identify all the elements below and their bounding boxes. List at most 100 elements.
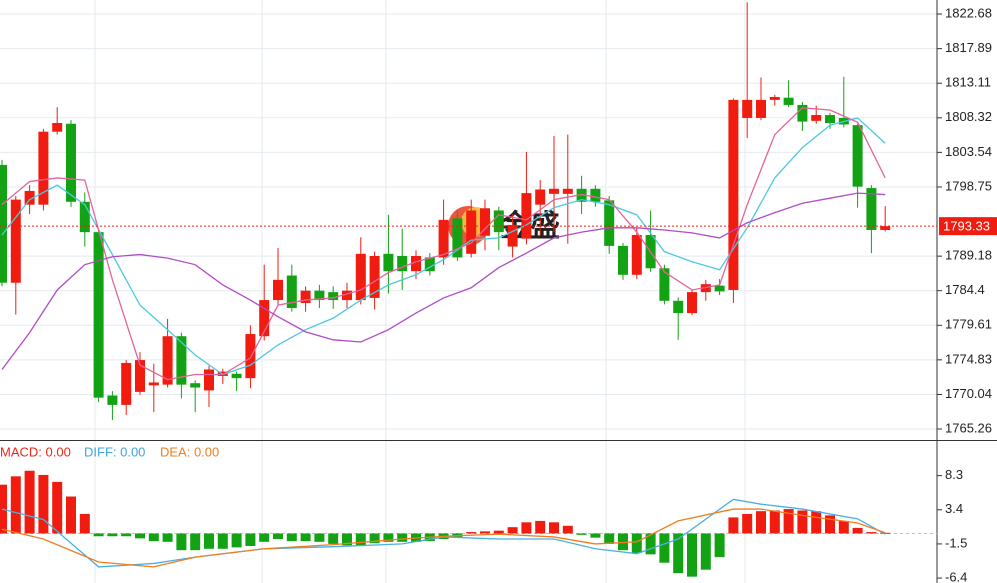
candle-body [342, 290, 352, 301]
macd-bar [204, 533, 214, 549]
macd-bar [342, 533, 352, 546]
macd-bar [259, 533, 270, 542]
macd-bar [314, 533, 325, 542]
candle-body [825, 115, 835, 124]
macd-bar [769, 510, 780, 534]
macd-bar [866, 532, 877, 534]
candle-body [714, 285, 725, 292]
macd-bar [135, 533, 145, 539]
candle-body [190, 383, 201, 388]
moving-average [1, 107, 886, 381]
macd-bar [355, 533, 366, 546]
candle-body [300, 290, 311, 303]
current-price-label: 1793.33 [943, 219, 990, 234]
macd-bar [383, 533, 394, 542]
candle-body [742, 99, 753, 118]
macd-bar [107, 533, 118, 537]
candle-body [866, 188, 877, 230]
macd-bar [700, 533, 711, 570]
candle-body [673, 300, 684, 314]
macd-bar [190, 533, 201, 551]
macd-label: MACD: 0.00 [0, 444, 71, 459]
candle-body [687, 292, 697, 314]
macd-bar [659, 533, 670, 563]
candle-body [0, 164, 7, 283]
macd-bar [687, 533, 697, 577]
candle-body [783, 97, 794, 105]
macd-bar [618, 533, 628, 551]
candle-body [93, 232, 104, 398]
macd-bar [397, 533, 408, 542]
candle-body [411, 255, 421, 272]
y-tick-label: 1817.89 [945, 40, 992, 55]
macd-bar [79, 513, 90, 534]
candle-body [135, 360, 145, 392]
macd-bar [714, 533, 725, 558]
macd-bar [604, 533, 615, 544]
macd-bar [576, 533, 587, 535]
macd-bar [66, 496, 76, 534]
macd-bar [535, 520, 546, 534]
candle-body [576, 188, 587, 202]
macd-bar [245, 533, 256, 547]
candle-body [604, 200, 615, 246]
macd-bar [24, 470, 35, 534]
macd-bar [825, 515, 835, 534]
macd-bar [176, 533, 187, 551]
candle-body [245, 334, 256, 379]
candle-body [107, 395, 118, 405]
candle-body [438, 219, 449, 258]
y-tick-label: 1774.83 [945, 351, 992, 366]
candle-body [231, 373, 242, 379]
candle-body [880, 226, 891, 230]
candle-body [38, 131, 49, 205]
macd-bar [93, 533, 104, 537]
macd-bar [493, 530, 504, 534]
candle-body [797, 104, 808, 122]
macd-bar [756, 511, 766, 534]
y-tick-label: 3.4 [945, 501, 963, 516]
candle-body [383, 253, 394, 272]
macd-bar [590, 533, 601, 538]
y-tick-label: 1798.75 [945, 178, 992, 193]
macd-bar [217, 533, 228, 549]
y-tick-label: 1779.61 [945, 317, 992, 332]
candle-body [811, 115, 822, 121]
macd-bar [797, 510, 808, 534]
macd-bar [231, 533, 242, 548]
macd-bar [742, 513, 753, 534]
candle-body [590, 188, 601, 202]
candle-body [259, 300, 270, 337]
macd-bar [369, 533, 380, 544]
macd-bar [880, 532, 891, 534]
candle-body [659, 268, 670, 301]
macd-bar [148, 533, 159, 542]
macd-bar [645, 533, 656, 555]
macd-bar [507, 527, 518, 534]
y-tick-label: -6.4 [945, 569, 967, 583]
candle-body [507, 224, 518, 247]
candle-body [273, 279, 283, 301]
macd-line [1, 498, 886, 568]
candle-body [480, 208, 490, 236]
candle-body [618, 245, 628, 275]
candle-body [452, 218, 463, 258]
candle-body [728, 99, 739, 290]
macd-bar [783, 509, 794, 534]
macd-bar [673, 533, 684, 574]
y-tick-label: 1789.18 [945, 248, 992, 263]
candle-body [121, 362, 132, 405]
moving-average [1, 117, 886, 376]
candle-body [521, 193, 532, 239]
y-tick-label: 1770.04 [945, 386, 992, 401]
current-price-tag [939, 217, 997, 236]
candle-body [535, 189, 546, 205]
macd-bar [10, 476, 21, 534]
candle-body [424, 257, 435, 272]
diff-label: DIFF: 0.00 [84, 444, 145, 459]
candle-body [148, 382, 159, 386]
candle-body [10, 199, 21, 283]
macd-bar [631, 533, 642, 553]
